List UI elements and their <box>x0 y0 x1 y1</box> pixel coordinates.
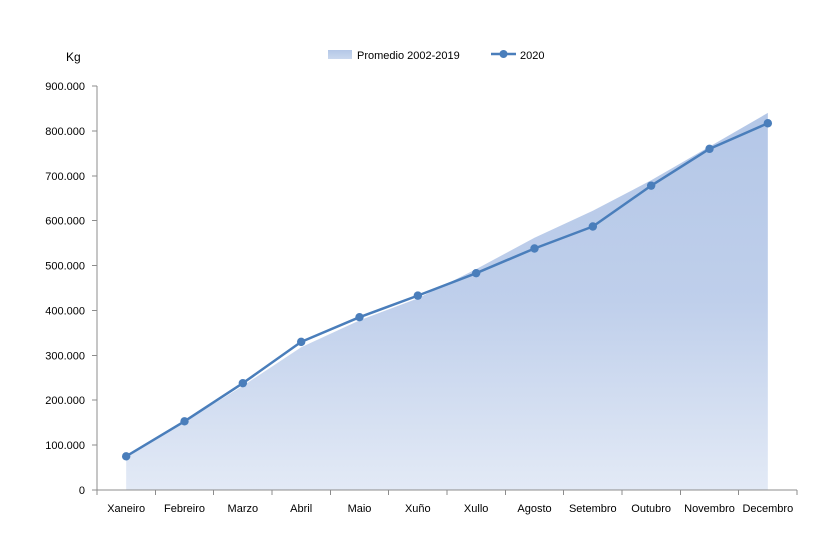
legend-label-2020: 2020 <box>520 50 544 62</box>
y-tick-label: 100.000 <box>45 440 85 452</box>
y-tick-label: 600.000 <box>45 216 85 228</box>
legend-label-average: Promedio 2002-2019 <box>357 50 460 62</box>
series-area-average <box>126 112 768 490</box>
data-point-2020 <box>646 181 656 190</box>
x-tick-label: Xuño <box>405 503 431 515</box>
x-tick-label: Agosto <box>517 503 551 515</box>
x-tick-label: Marzo <box>228 503 259 515</box>
data-point-2020 <box>763 119 773 128</box>
series-line-2020 <box>124 122 770 458</box>
y-tick-label: 500.000 <box>45 261 85 273</box>
y-axis-unit-label: Kg <box>66 50 81 64</box>
x-tick-label: Abril <box>290 503 312 515</box>
data-point-2020 <box>121 452 131 461</box>
y-tick-label: 800.000 <box>45 126 85 138</box>
x-tick-label: Febreiro <box>164 503 205 515</box>
data-point-2020 <box>238 378 248 388</box>
data-point-2020 <box>180 417 189 426</box>
plot-area <box>121 112 773 490</box>
y-tick-label: 700.000 <box>45 171 85 183</box>
y-tick-label: 400.000 <box>45 305 85 317</box>
legend: Promedio 2002-2019 2020 <box>328 50 544 62</box>
x-tick-label: Xaneiro <box>107 503 145 515</box>
y-tick-label: 200.000 <box>45 395 85 407</box>
x-tick-label: Setembro <box>569 503 617 515</box>
data-point-2020 <box>296 337 306 347</box>
y-tick-label: 900.000 <box>45 81 85 93</box>
x-tick-label: Novembro <box>684 503 735 515</box>
data-point-2020 <box>413 291 423 300</box>
y-tick-label: 300.000 <box>45 350 85 362</box>
legend-swatch-average <box>328 50 352 59</box>
x-tick-label: Decembro <box>742 503 793 515</box>
data-point-2020 <box>588 222 598 231</box>
axes: 0 100.000 200.000 300.000 400.000 500.000 600.… <box>45 81 798 515</box>
data-point-2020 <box>471 268 481 278</box>
data-point-2020 <box>705 144 714 154</box>
y-tick-label: 0 <box>79 485 85 497</box>
x-tick-label: Xullo <box>464 503 488 515</box>
data-point-2020 <box>530 244 539 253</box>
x-tick-label: Maio <box>348 503 372 515</box>
legend-swatch-marker <box>499 50 508 58</box>
x-tick-label: Outubro <box>631 503 671 515</box>
data-point-2020 <box>355 312 364 322</box>
